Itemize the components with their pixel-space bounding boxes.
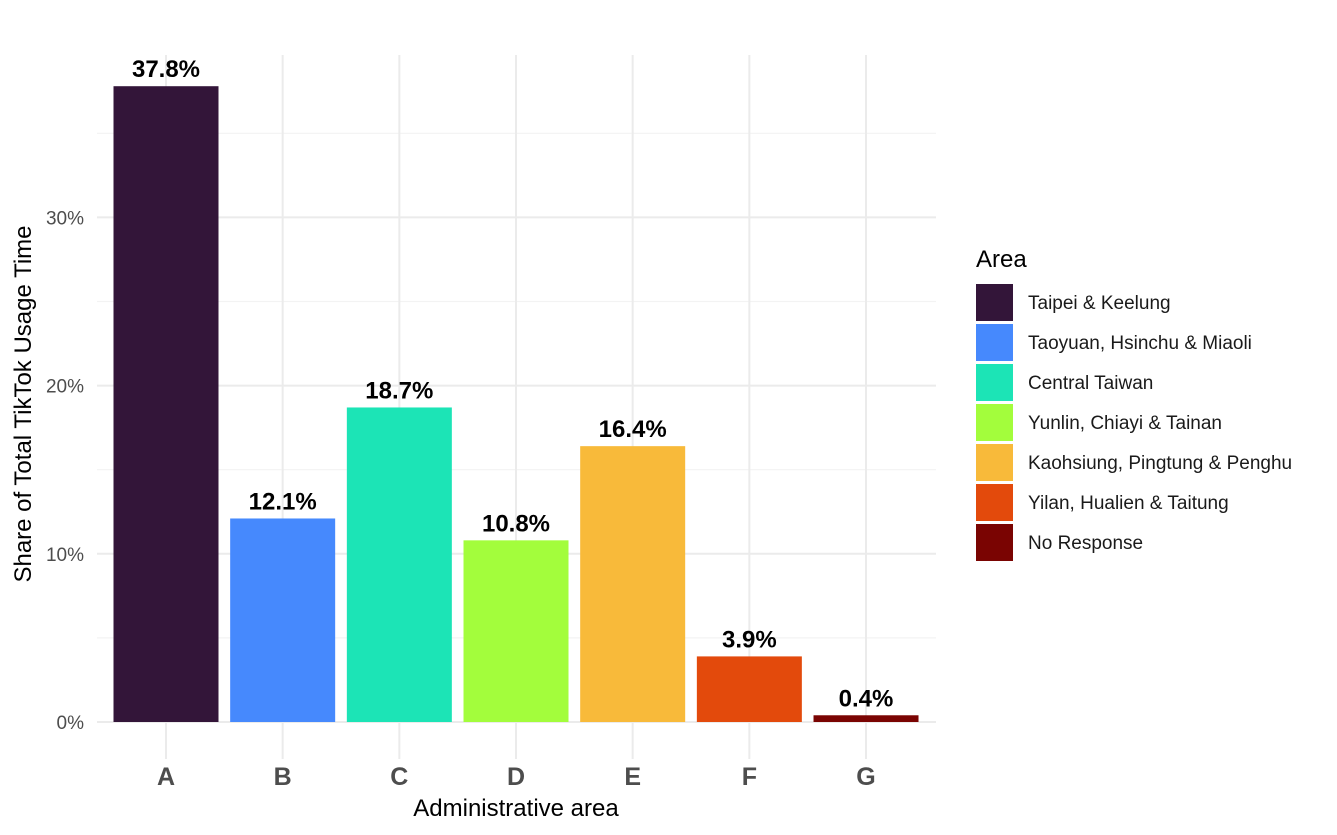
value-label-a: 37.8% bbox=[132, 56, 200, 83]
legend-swatch bbox=[976, 444, 1013, 481]
value-label-g: 0.4% bbox=[839, 685, 894, 712]
x-tick-label-a: A bbox=[157, 763, 175, 791]
bar-e bbox=[580, 446, 686, 722]
legend-swatch bbox=[976, 484, 1013, 521]
legend-label: No Response bbox=[1028, 533, 1143, 554]
legend-label: Kaohsiung, Pingtung & Penghu bbox=[1028, 453, 1292, 474]
legend-title: Area bbox=[976, 246, 1027, 273]
y-tick-label: 0% bbox=[57, 713, 85, 734]
legend-label: Taoyuan, Hsinchu & Miaoli bbox=[1028, 333, 1252, 354]
value-label-e: 16.4% bbox=[599, 416, 667, 443]
bar-c bbox=[346, 407, 452, 722]
y-tick-label: 10% bbox=[46, 545, 84, 566]
legend-swatch bbox=[976, 324, 1013, 361]
y-tick-label: 30% bbox=[46, 208, 84, 229]
bar-d bbox=[463, 540, 569, 722]
x-axis-title: Administrative area bbox=[413, 795, 619, 822]
x-tick-label-g: G bbox=[856, 763, 875, 791]
value-label-b: 12.1% bbox=[249, 488, 317, 515]
bar-g bbox=[813, 715, 919, 722]
legend: Area Taipei & Keelung Taoyuan, Hsinchu & … bbox=[976, 246, 1292, 561]
value-label-f: 3.9% bbox=[722, 626, 777, 653]
x-tick-label-b: B bbox=[274, 763, 292, 791]
bar-a bbox=[113, 86, 219, 723]
x-tick-label-d: D bbox=[507, 763, 525, 791]
bars bbox=[113, 86, 919, 723]
legend-swatch bbox=[976, 524, 1013, 561]
x-axis-ticks: A B C D E F G bbox=[157, 763, 876, 791]
x-tick-label-f: F bbox=[742, 763, 757, 791]
y-tick-label: 20% bbox=[46, 377, 84, 398]
value-label-c: 18.7% bbox=[365, 377, 433, 404]
legend-label: Taipei & Keelung bbox=[1028, 293, 1171, 314]
value-labels: 37.8% 12.1% 18.7% 10.8% 16.4% 3.9% 0.4% bbox=[132, 56, 893, 712]
bar-f bbox=[696, 656, 802, 722]
legend-label: Yunlin, Chiayi & Tainan bbox=[1028, 413, 1222, 434]
y-axis-ticks: 0% 10% 20% 30% bbox=[46, 208, 84, 734]
bar-b bbox=[230, 518, 336, 722]
legend-swatch bbox=[976, 364, 1013, 401]
x-tick-label-e: E bbox=[624, 763, 641, 791]
y-axis-title: Share of Total TikTok Usage Time bbox=[10, 225, 37, 582]
legend-swatch bbox=[976, 404, 1013, 441]
legend-swatch bbox=[976, 284, 1013, 321]
x-tick-label-c: C bbox=[390, 763, 408, 791]
value-label-d: 10.8% bbox=[482, 510, 550, 537]
legend-label: Central Taiwan bbox=[1028, 373, 1153, 394]
legend-label: Yilan, Hualien & Taitung bbox=[1028, 493, 1229, 514]
